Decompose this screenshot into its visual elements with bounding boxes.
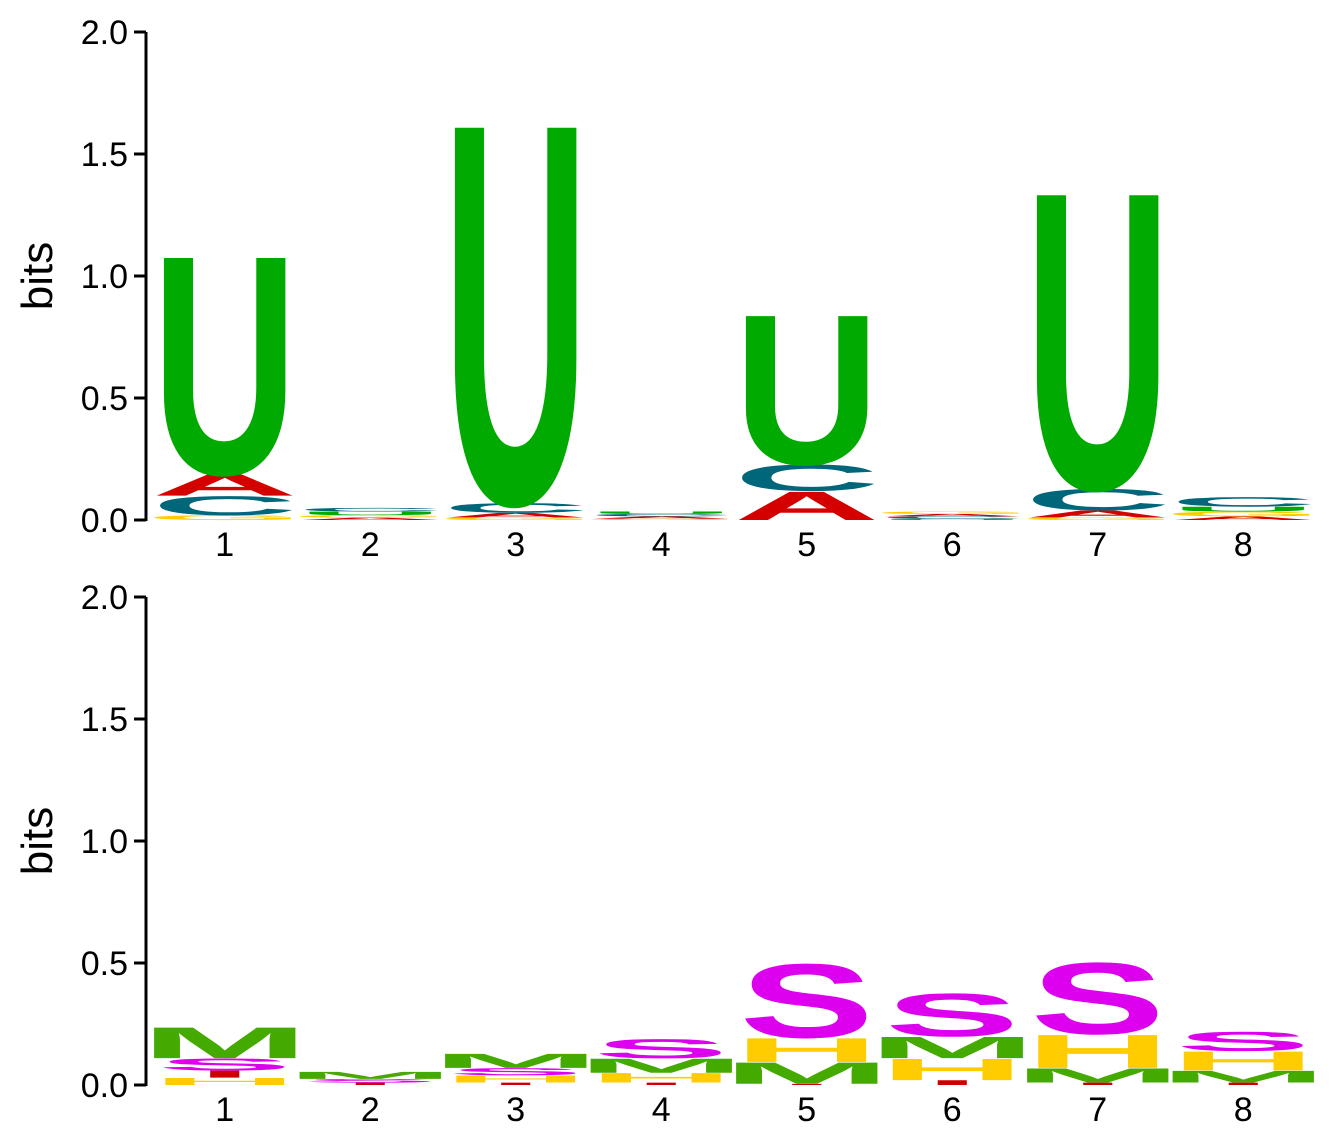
- logo-letter-h: H: [443, 1073, 589, 1084]
- y-tick-label: 0.5: [81, 380, 128, 418]
- logo-letter-c: C: [152, 490, 298, 521]
- logo-letter-s: S: [1030, 941, 1165, 1055]
- logo-letter-i: I: [1215, 1082, 1271, 1086]
- logo-letter-h: H: [1170, 1046, 1316, 1077]
- logo-letter-i: I: [342, 1082, 398, 1086]
- logo-letter-m: M: [141, 1018, 309, 1067]
- x-tick-label: 8: [1234, 1091, 1253, 1129]
- logo-letter-c: C: [443, 500, 589, 515]
- y-tick-label: 1.0: [81, 258, 128, 296]
- logo-letter-s: S: [885, 981, 1020, 1050]
- logo-letter-i: I: [488, 1082, 544, 1086]
- logo-letter-a: A: [879, 513, 1025, 517]
- logo-letter-m: M: [868, 1030, 1036, 1064]
- logo-letter-i: I: [779, 1083, 835, 1085]
- logo-letter-s: S: [303, 1078, 438, 1084]
- logo-letter-a: A: [297, 517, 443, 521]
- x-tick-label: 2: [361, 1091, 380, 1129]
- logo-letter-c: C: [588, 513, 734, 517]
- y-tick-label: 0.0: [81, 502, 128, 540]
- x-tick-label: 6: [943, 526, 962, 564]
- x-tick-label: 5: [797, 526, 816, 564]
- logo-letter-i: I: [1070, 1082, 1126, 1086]
- x-tick-label: 7: [1088, 1091, 1107, 1129]
- logo-letter-m: M: [1159, 1067, 1327, 1086]
- logo-letter-g: G: [437, 517, 594, 521]
- x-tick-label: 4: [652, 1091, 671, 1129]
- logo-letter-h: H: [152, 1076, 298, 1087]
- x-tick-label: 3: [506, 526, 525, 564]
- logo-letter-h: H: [588, 1070, 734, 1085]
- logo-letter-u: U: [879, 518, 1025, 520]
- y-tick-label: 0.0: [81, 1067, 128, 1105]
- y-axis-label: bits: [13, 242, 62, 310]
- y-tick-label: 1.5: [81, 136, 128, 174]
- logo-letter-g: G: [874, 511, 1031, 515]
- logo-letter-i: I: [197, 1068, 253, 1079]
- logo-letter-u: U: [588, 511, 734, 515]
- logo-letter-a: A: [443, 511, 589, 519]
- y-tick-label: 1.5: [81, 701, 128, 739]
- x-tick-label: 1: [215, 1091, 234, 1129]
- logo-letter-u: U: [1025, 102, 1171, 579]
- logo-letter-m: M: [723, 1056, 891, 1090]
- logo-letter-h: H: [1025, 1025, 1171, 1078]
- y-tick-label: 2.0: [81, 579, 128, 617]
- logo-letter-s: S: [157, 1055, 292, 1074]
- y-tick-label: 2.0: [81, 14, 128, 52]
- logo-letter-a: A: [734, 483, 880, 529]
- logo-letter-m: M: [577, 1054, 745, 1077]
- logo-letter-u: U: [297, 511, 443, 517]
- logo-letter-s: S: [1176, 1026, 1311, 1057]
- logo-letter-c: C: [1170, 494, 1316, 509]
- logo-letter-h: H: [734, 1031, 880, 1069]
- x-tick-label: 5: [797, 1091, 816, 1129]
- x-tick-label: 1: [215, 526, 234, 564]
- y-tick-label: 1.0: [81, 823, 128, 861]
- logo-letter-c: C: [879, 516, 1025, 520]
- logo-letter-a: A: [152, 468, 298, 502]
- logo-letter-g: G: [292, 515, 449, 519]
- logo-letter-s: S: [739, 942, 874, 1060]
- y-axis-label: bits: [13, 807, 62, 875]
- logo-letter-h: H: [879, 1052, 1025, 1086]
- logo-letter-i: I: [924, 1079, 980, 1087]
- logo-letter-m: M: [286, 1070, 454, 1081]
- logo-letter-a: A: [1170, 515, 1316, 521]
- logo-letter-a: A: [1025, 508, 1171, 519]
- logo-letter-c: C: [734, 457, 880, 499]
- logo-letter-g: G: [583, 518, 740, 520]
- logo-letter-u: U: [734, 270, 880, 510]
- x-tick-label: 7: [1088, 526, 1107, 564]
- logo-letter-u: U: [152, 190, 298, 541]
- logo-letter-g: G: [146, 514, 303, 522]
- logo-letter-i: I: [633, 1082, 689, 1086]
- logo-letter-c: C: [297, 507, 443, 513]
- logo-letter-u: U: [443, 11, 589, 620]
- x-tick-label: 6: [943, 1091, 962, 1129]
- y-tick-label: 0.5: [81, 945, 128, 983]
- logo-letter-m: M: [432, 1050, 600, 1073]
- logo-letter-g: G: [1019, 517, 1176, 521]
- logo-letter-s: S: [594, 1033, 729, 1064]
- logo-letter-s: S: [448, 1066, 583, 1077]
- logo-letter-c: C: [1025, 482, 1171, 516]
- x-tick-label: 4: [652, 526, 671, 564]
- logo-letter-a: A: [588, 516, 734, 520]
- logo-letter-g: G: [1165, 510, 1322, 518]
- x-tick-label: 3: [506, 1091, 525, 1129]
- logo-letter-m: M: [1014, 1064, 1182, 1087]
- x-tick-label: 2: [361, 526, 380, 564]
- x-tick-label: 8: [1234, 526, 1253, 564]
- logo-letter-u: U: [1170, 505, 1316, 513]
